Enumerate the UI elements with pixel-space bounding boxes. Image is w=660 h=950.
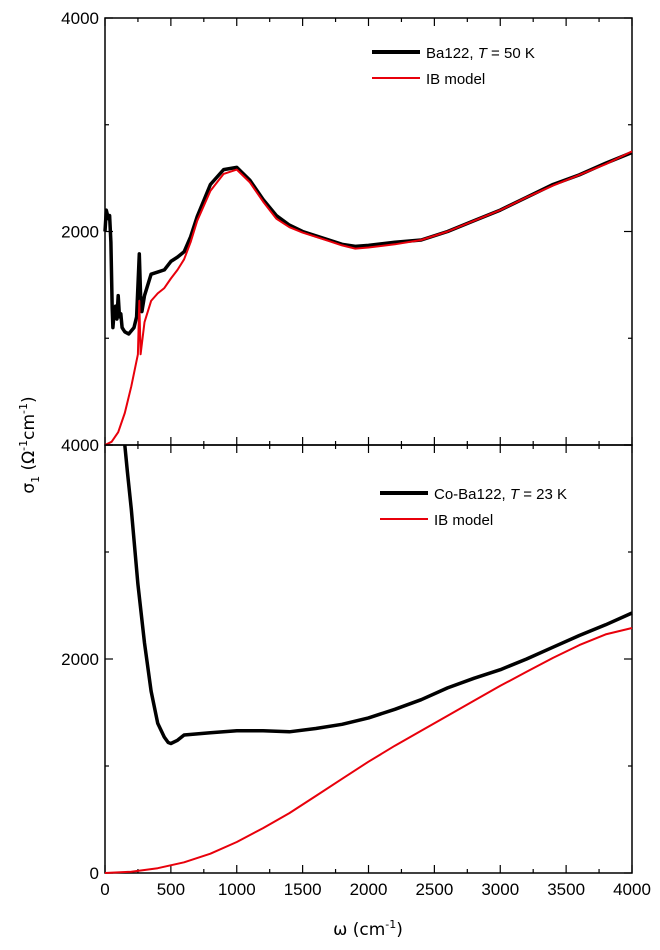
top-ticks: 4000 2000 (61, 9, 633, 446)
x-tick-label: 1500 (284, 880, 322, 899)
x-tick-label: 1000 (218, 880, 256, 899)
x-tick-label: 3500 (547, 880, 585, 899)
x-tick-label: 0 (100, 880, 109, 899)
bottom-legend: Co-Ba122, T = 23 K IB model (380, 486, 567, 529)
top-y-tick-label: 2000 (61, 223, 99, 242)
bottom-series-line-2 (104, 627, 633, 874)
x-tick-label: 2500 (415, 880, 453, 899)
y-axis-title: σ1 (Ω-1cm-1) (17, 396, 42, 493)
bottom-legend-label-series-1: Co-Ba122, T = 23 K (434, 486, 567, 503)
bottom-legend-label-series-2: IB model (434, 512, 493, 529)
bottom-y-tick-label: 2000 (61, 650, 99, 669)
top-legend-label-series-1: Ba122, T = 50 K (426, 45, 535, 62)
x-tick-label: 500 (157, 880, 185, 899)
top-y-tick-label: 4000 (61, 9, 99, 28)
bottom-panel: 4000 2000 00 500 1000 1500 2000 2500 3000 3500 400… (61, 436, 651, 899)
bottom-y-tick-label: 0 (90, 864, 99, 883)
bottom-y-tick-label: 4000 (61, 436, 99, 455)
top-series-line-1 (103, 150, 633, 336)
bottom-series-line-1 (123, 444, 633, 746)
x-axis-title: ω (cm-1) (333, 918, 403, 940)
top-panel: 4000 2000 Ba122, T = 50 K IB model (61, 9, 633, 446)
top-series-layer (103, 150, 633, 446)
bottom-series-layer (104, 444, 633, 874)
top-plot-frame (104, 17, 633, 446)
x-tick-label: 4000 (613, 880, 651, 899)
top-series-line-2 (104, 150, 633, 446)
bottom-ticks: 4000 2000 00 500 1000 1500 2000 2500 3000 3500 400… (61, 436, 651, 899)
top-legend-label-series-2: IB model (426, 71, 485, 88)
x-tick-label: 3000 (481, 880, 519, 899)
x-tick-label: 2000 (350, 880, 388, 899)
top-legend: Ba122, T = 50 K IB model (372, 45, 535, 88)
